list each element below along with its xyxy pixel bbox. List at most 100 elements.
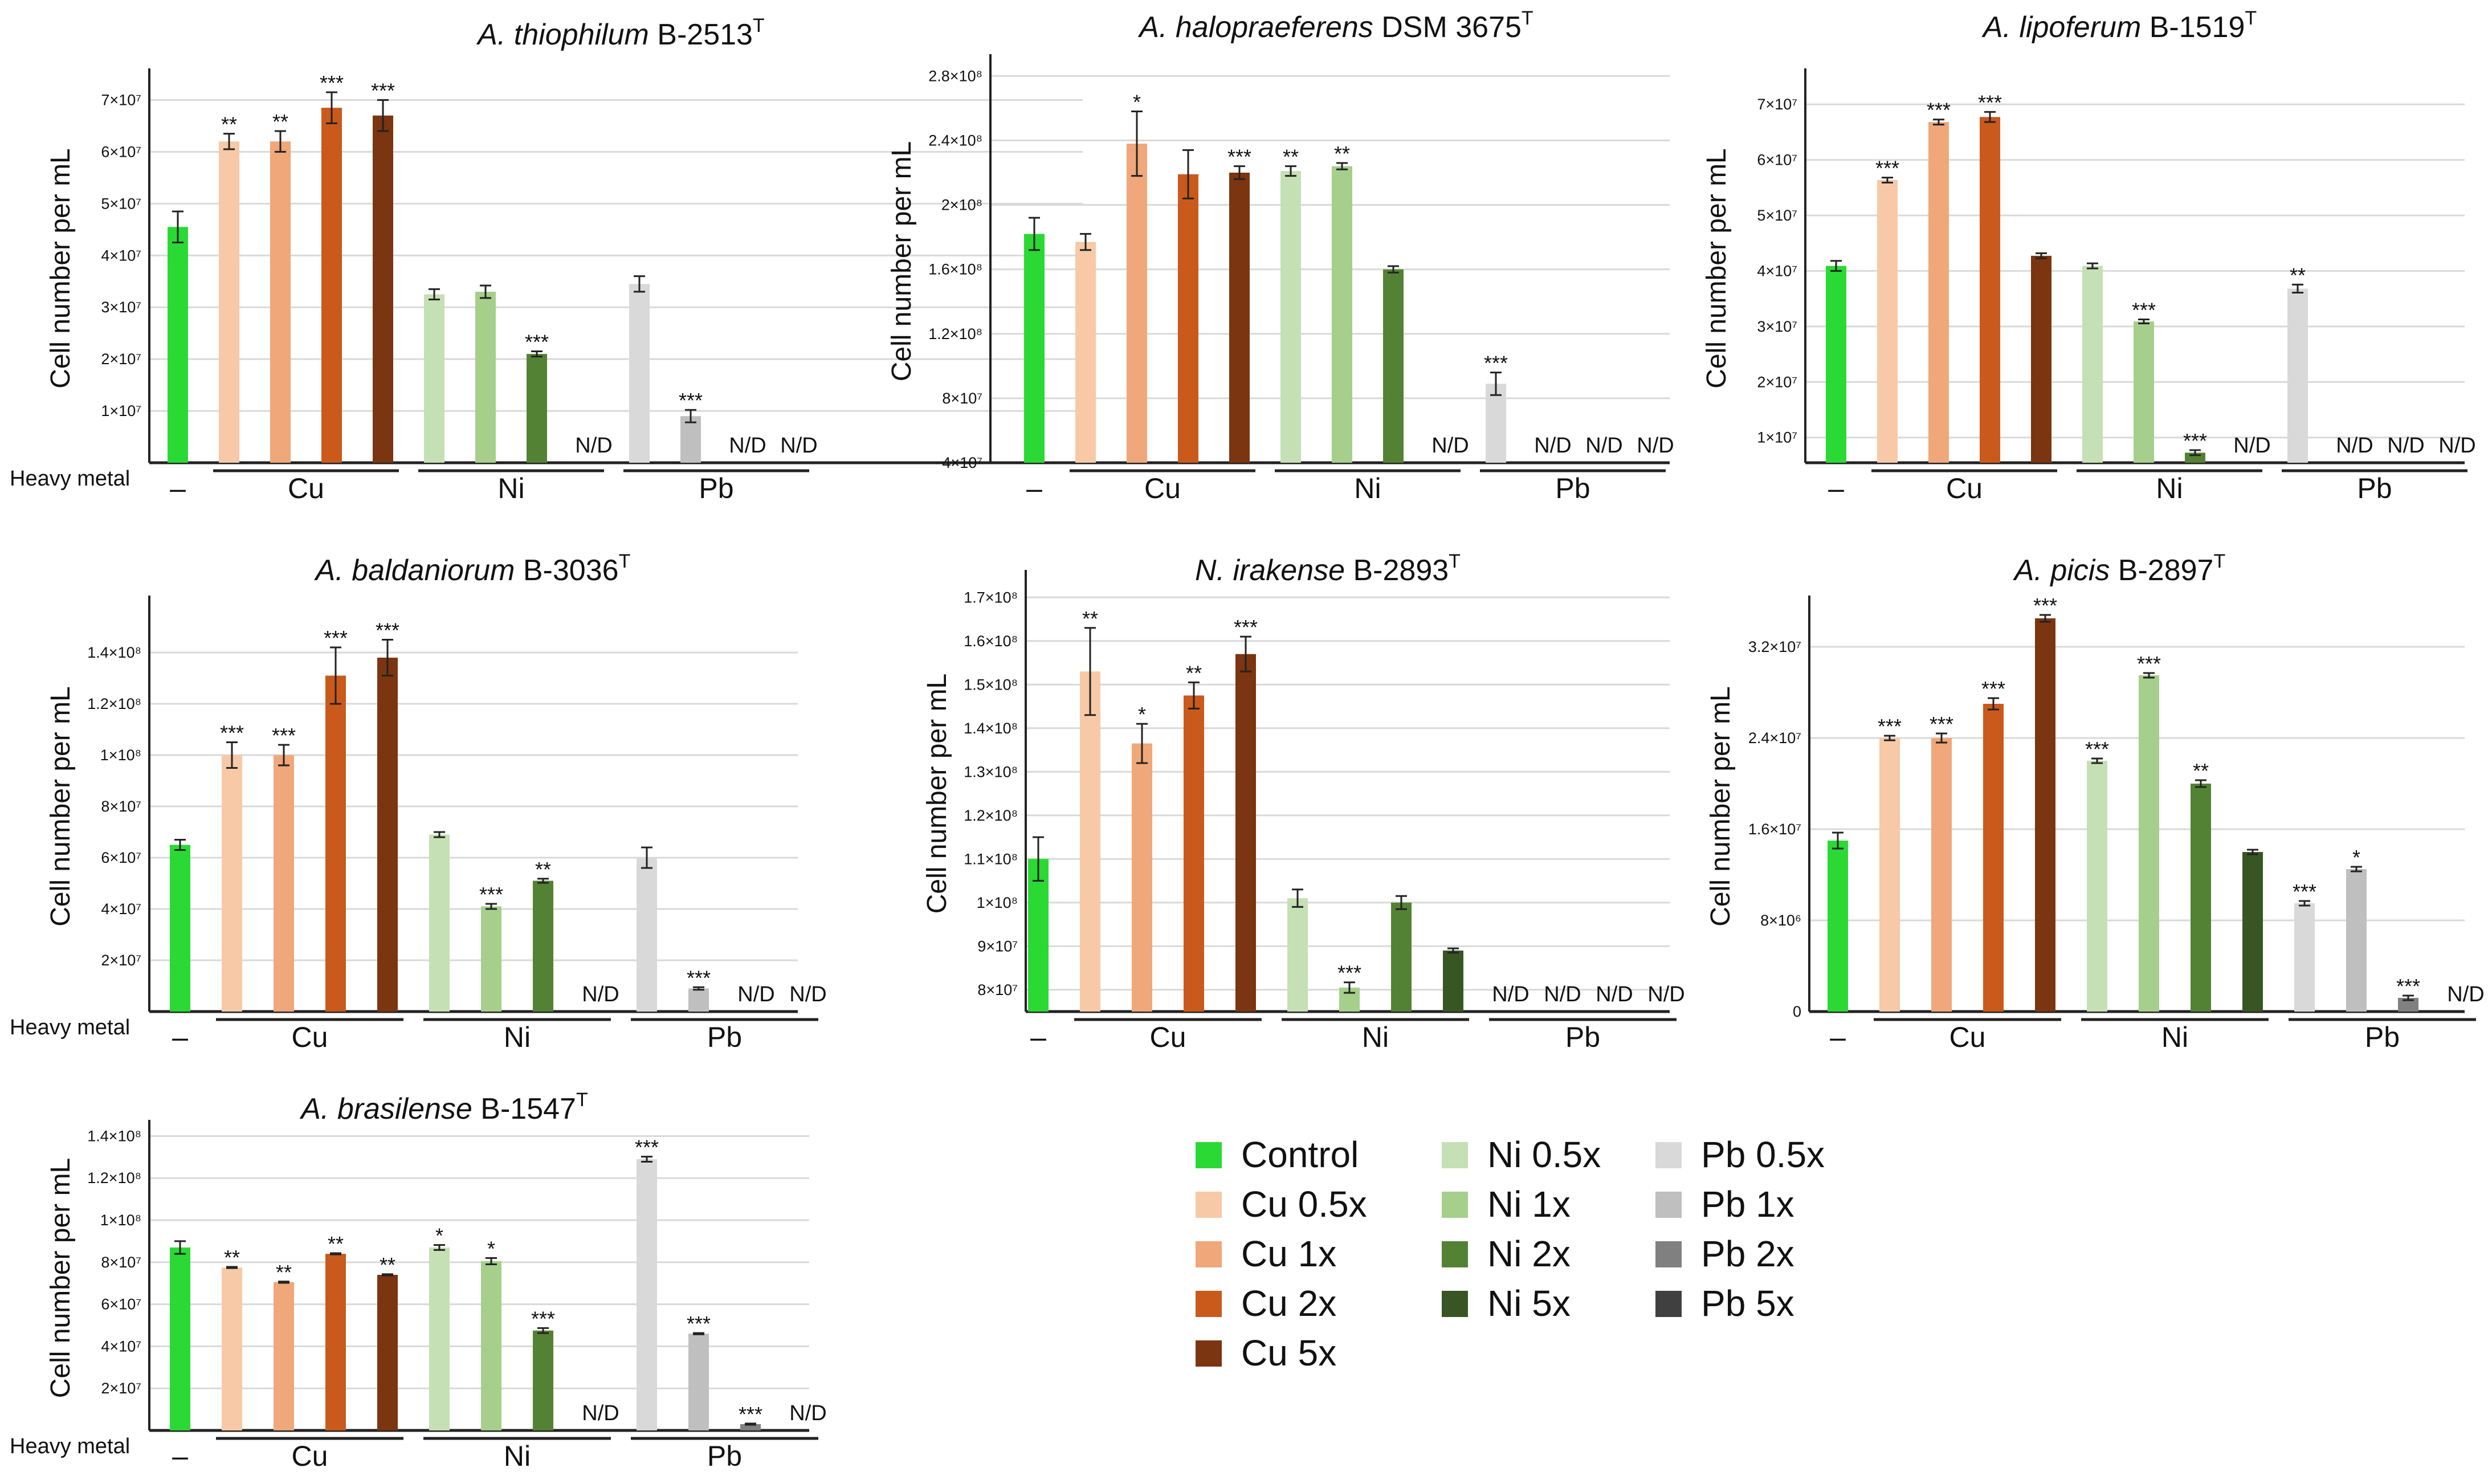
legend-label: Ni 2x (1487, 1233, 1571, 1274)
y-tick-label: 4×10⁷ (1757, 262, 1797, 279)
y-axis-label: Cell number per mL (46, 686, 76, 927)
bar-cu-5x (2035, 618, 2055, 1012)
bar-cu-5x (2031, 255, 2051, 463)
bar-pb-1x (688, 988, 709, 1012)
y-tick-label: 1.3×10⁸ (964, 763, 1018, 780)
bar-cu-1x (1931, 738, 1952, 1012)
significance-label: *** (2132, 298, 2156, 321)
y-tick-label: 2.8×10⁸ (928, 67, 982, 84)
bar-ni-0-5x (2082, 266, 2103, 463)
chart-title-strain: B-2897 (2110, 554, 2213, 587)
chart-panel-7: 2×10⁷ 4×10⁷ 6×10⁷ 8×10⁷ 1×10⁸ 1.2×10⁸ 1.4×10⁸ A… (10, 1089, 827, 1472)
chart-panel-2: 4×10⁷ 8×10⁷ 1.2×10⁸ 1.6×10⁸ 2×10⁸ 2.4×10⁸ 2.8×… (887, 7, 1674, 504)
heavy-metal-label: Heavy metal (10, 1434, 130, 1458)
group-label: Cu (1949, 1021, 1986, 1053)
bar-pb-1x (688, 1334, 709, 1430)
nd-label: N/D (789, 982, 826, 1006)
group-label: Cu (1946, 472, 1983, 504)
y-tick-label: 1×10⁸ (100, 1212, 141, 1229)
y-tick-label: 1×10⁷ (101, 402, 141, 419)
chart-title-strain: B-2893 (1345, 554, 1449, 587)
bar-cu-1x (274, 1282, 294, 1430)
significance-label: *** (2293, 880, 2316, 903)
bar-cu-1x (1928, 122, 1949, 463)
significance-label: *** (525, 330, 549, 353)
group-label: Ni (504, 1021, 531, 1053)
bar-control (170, 1247, 190, 1430)
group-label: Pb (2357, 472, 2392, 504)
y-axis-label: Cell number per mL (46, 1158, 76, 1399)
bar-control (170, 845, 190, 1012)
bar-ni-0-5x (1280, 171, 1301, 463)
significance-label: ** (2290, 263, 2306, 287)
nd-label: N/D (1534, 434, 1571, 458)
bar-cu-2x (325, 675, 346, 1012)
legend-swatch (1196, 1340, 1222, 1367)
chart-title-superscript: T (576, 1089, 588, 1111)
y-axis-label: Cell number per mL (46, 148, 76, 389)
group-label: Ni (1362, 1021, 1389, 1053)
group-label: Pb (2365, 1021, 2400, 1053)
legend-swatch (1442, 1142, 1468, 1168)
significance-label: ** (1186, 661, 1202, 684)
bar-cu-0-5x (1877, 180, 1898, 463)
bar-ni-1x (481, 1261, 501, 1430)
bar-cu-0-5x (222, 1267, 242, 1430)
y-tick-label: 1.2×10⁸ (928, 325, 982, 343)
y-axis-label: Cell number per mL (887, 141, 917, 382)
bar-pb-1x (680, 416, 701, 463)
nd-label: N/D (1492, 982, 1529, 1006)
y-tick-label: 8×10⁶ (1760, 912, 1801, 929)
group-label: Cu (288, 472, 324, 504)
significance-label: *** (2396, 975, 2420, 998)
legend-swatch (1442, 1192, 1468, 1218)
bar-ni-2x (2191, 784, 2211, 1012)
y-tick-label: 1.4×10⁸ (87, 1127, 141, 1144)
legend-swatch (1442, 1291, 1468, 1317)
chart-title-superscript: T (1522, 7, 1533, 29)
group-label: Ni (2161, 1021, 2188, 1053)
legend-swatch (1655, 1241, 1682, 1267)
group-label: Cu (1144, 472, 1181, 504)
nd-label: N/D (582, 982, 619, 1006)
significance-label: *** (1930, 712, 1953, 736)
significance-label: *** (1484, 352, 1508, 375)
bar-cu-0-5x (1080, 671, 1100, 1012)
y-tick-label: 1×10⁸ (977, 894, 1018, 911)
significance-label: *** (1234, 615, 1258, 639)
significance-label: * (435, 1224, 443, 1247)
chart-title-strain: B-2513 (649, 18, 753, 51)
chart-title-strain: B-1547 (472, 1092, 576, 1126)
bar-cu-2x (1980, 117, 2000, 463)
bar-cu-1x (270, 141, 291, 463)
legend-swatch (1655, 1192, 1682, 1218)
bar-ni-1x (1332, 166, 1352, 463)
chart-title-species: A. baldaniorum (314, 554, 515, 587)
group-label: – (1830, 1021, 1846, 1053)
chart-panel-4: 2×10⁷ 4×10⁷ 6×10⁷ 8×10⁷ 1×10⁸ 1.2×10⁸ 1.4×10⁸ A… (10, 551, 827, 1053)
y-tick-label: 5×10⁷ (1757, 207, 1797, 224)
legend-label: Ni 1x (1487, 1184, 1571, 1225)
bar-cu-5x (1235, 654, 1256, 1012)
nd-label: N/D (575, 434, 612, 458)
chart-panel-3: 1×10⁷ 2×10⁷ 3×10⁷ 4×10⁷ 5×10⁷ 6×10⁷ 7×10⁷ A. li… (1702, 7, 2476, 504)
group-label: Pb (699, 472, 733, 504)
bar-cu-0-5x (222, 755, 242, 1012)
chart-title-superscript: T (753, 15, 765, 36)
significance-label: *** (1978, 91, 2002, 114)
y-tick-label: 6×10⁷ (1757, 152, 1797, 169)
significance-label: *** (739, 1403, 762, 1426)
bar-control (1826, 266, 1846, 463)
significance-label: *** (679, 389, 703, 412)
chart-panel-5: 8×10⁷ 9×10⁷ 1×10⁸ 1.1×10⁸ 1.2×10⁸ 1.3×10⁸ 1.4×… (922, 551, 1685, 1053)
group-label: Pb (1565, 1021, 1600, 1053)
y-axis-label: Cell number per mL (1706, 686, 1736, 927)
nd-label: N/D (1647, 982, 1685, 1006)
bar-pb-0-5x (2294, 903, 2315, 1012)
significance-label: *** (687, 1312, 711, 1335)
bar-pb-0-5x (1486, 384, 1506, 463)
y-tick-label: 0 (1793, 1003, 1801, 1020)
nd-label: N/D (1585, 434, 1622, 458)
significance-label: *** (220, 721, 244, 745)
